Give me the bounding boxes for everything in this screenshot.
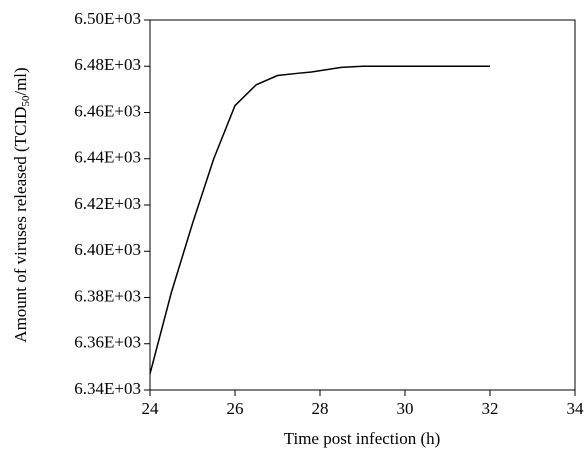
y-label-subscript: 50 — [20, 95, 32, 107]
y-label-part: Amount of viruses released (TCID — [11, 107, 30, 343]
x-tick-label: 34 — [567, 399, 585, 418]
x-tick-label: 26 — [227, 399, 244, 418]
y-tick-label: 6.36E+03 — [74, 333, 141, 352]
x-tick-label: 28 — [312, 399, 329, 418]
y-tick-label: 6.38E+03 — [74, 286, 141, 305]
y-tick-label: 6.48E+03 — [74, 55, 141, 74]
x-tick-label: 30 — [397, 399, 414, 418]
y-tick-label: 6.46E+03 — [74, 101, 141, 120]
data-line — [149, 65, 490, 375]
y-tick-label: 6.40E+03 — [74, 240, 141, 259]
y-label-part: /ml) — [11, 67, 30, 95]
y-tick-label: 6.50E+03 — [74, 9, 141, 28]
y-axis-label: Amount of viruses released (TCID50/ml) — [11, 67, 32, 342]
x-axis-label: Time post infection (h) — [284, 429, 441, 448]
plot-frame — [149, 19, 576, 391]
x-tick-label: 32 — [482, 399, 499, 418]
x-tick-label: 24 — [142, 399, 160, 418]
y-tick-label: 6.44E+03 — [74, 148, 141, 167]
y-tick-label: 6.34E+03 — [74, 379, 141, 398]
y-tick-label: 6.42E+03 — [74, 194, 141, 213]
